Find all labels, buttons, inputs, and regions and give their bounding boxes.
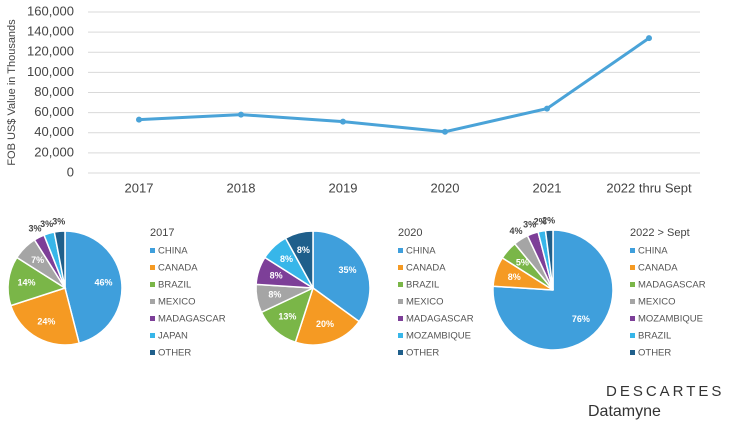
slice-label: 76% (572, 314, 590, 324)
y-tick-label: 80,000 (34, 84, 74, 99)
pie-slice (312, 230, 371, 323)
legend-swatch (398, 265, 403, 270)
slice-label: 3% (523, 219, 536, 229)
legend-swatch (150, 350, 155, 355)
y-tick-label: 40,000 (34, 124, 74, 139)
legend-label: MADAGASCAR (638, 280, 706, 291)
slice-label: 24% (37, 316, 55, 326)
legend-label: MEXICO (158, 297, 195, 308)
legend-swatch (150, 299, 155, 304)
legend-label: OTHER (406, 348, 439, 359)
legend-swatch (150, 316, 155, 321)
legend-label: MOZAMBIQUE (406, 331, 471, 342)
legend-label: JAPAN (158, 331, 188, 342)
legend-swatch (398, 350, 403, 355)
slice-label: 3% (52, 217, 65, 227)
legend-swatch (398, 248, 403, 253)
slice-label: 8% (508, 272, 521, 282)
y-tick-label: 120,000 (27, 44, 74, 59)
pie-slice (544, 229, 554, 291)
legend-label: OTHER (638, 348, 671, 359)
slice-label: 8% (268, 290, 281, 300)
point (544, 105, 550, 112)
slice-label: 8% (297, 245, 310, 255)
slice-label: 13% (278, 311, 296, 321)
y-tick-label: 0 (67, 164, 74, 179)
slice-label: 4% (510, 226, 523, 236)
x-tick-label: 2018 (227, 180, 256, 195)
pie-slice (294, 286, 361, 346)
legend-swatch (150, 265, 155, 270)
y-tick-label: 20,000 (34, 144, 74, 159)
legend-swatch (398, 333, 403, 338)
slice-label: 35% (339, 265, 357, 275)
legend-swatch (398, 299, 403, 304)
slice-label: 3% (40, 219, 53, 229)
pie-slice (53, 230, 66, 289)
pie-title: 2022 > Sept (630, 227, 690, 239)
slice-label: 2% (542, 216, 555, 226)
legend-label: CANADA (638, 263, 678, 274)
legend-swatch (630, 248, 635, 253)
legend-label: MADAGASCAR (406, 314, 474, 325)
slice-label: 2% (534, 217, 547, 227)
legend-label: CHINA (158, 246, 188, 257)
y-tick-label: 100,000 (27, 64, 74, 79)
legend-swatch (630, 333, 635, 338)
x-tick-label: 2020 (431, 180, 460, 195)
line (138, 36, 650, 134)
legend-label: CHINA (638, 246, 668, 257)
legend-swatch (398, 316, 403, 321)
legend-swatch (630, 316, 635, 321)
point (340, 118, 346, 125)
legend-swatch (150, 282, 155, 287)
legend-label: BRAZIL (158, 280, 191, 291)
pie-title: 2020 (398, 227, 422, 239)
legend-swatch (630, 350, 635, 355)
legend-label: CHINA (406, 246, 436, 257)
legend-label: CANADA (406, 263, 446, 274)
y-tick-label: 160,000 (27, 3, 74, 18)
legend-label: MEXICO (406, 297, 443, 308)
pie-slice (284, 230, 314, 289)
x-tick-label: 2017 (125, 180, 154, 195)
legend-swatch (630, 299, 635, 304)
legend-label: MOZAMBIQUE (638, 314, 703, 325)
legend-swatch (150, 333, 155, 338)
legend-swatch (150, 248, 155, 253)
y-tick-label: 60,000 (34, 104, 74, 119)
slice-label: 5% (516, 257, 529, 267)
point (442, 128, 448, 135)
slice-label: 8% (270, 270, 283, 280)
slice-label: 14% (18, 278, 36, 288)
legend-label: MADAGASCAR (158, 314, 226, 325)
y-tick-label: 140,000 (27, 24, 74, 39)
slice-label: 46% (94, 278, 112, 288)
legend-swatch (630, 282, 635, 287)
x-tick-label: 2021 (533, 180, 562, 195)
legend-label: BRAZIL (638, 331, 671, 342)
brand-product: Datamyne (588, 403, 661, 420)
slice-label: 8% (280, 254, 293, 264)
point (238, 111, 244, 118)
legend-label: MEXICO (638, 297, 675, 308)
slice-label: 3% (29, 224, 42, 234)
brand-name: DESCARTES (606, 383, 724, 400)
legend-swatch (398, 282, 403, 287)
legend-swatch (630, 265, 635, 270)
pie-slice (64, 230, 123, 345)
x-tick-label: 2022 thru Sept (606, 180, 692, 195)
legend-label: BRAZIL (406, 280, 439, 291)
slice-label: 20% (316, 319, 334, 329)
point (646, 35, 652, 42)
slice-label: 7% (31, 255, 44, 265)
y-axis-label: FOB US$ Value in Thousands (6, 19, 18, 166)
point (136, 116, 142, 123)
legend-label: CANADA (158, 263, 198, 274)
legend-label: OTHER (158, 348, 191, 359)
pie-title: 2017 (150, 227, 174, 239)
pie-slice (9, 287, 81, 346)
x-tick-label: 2019 (329, 180, 358, 195)
